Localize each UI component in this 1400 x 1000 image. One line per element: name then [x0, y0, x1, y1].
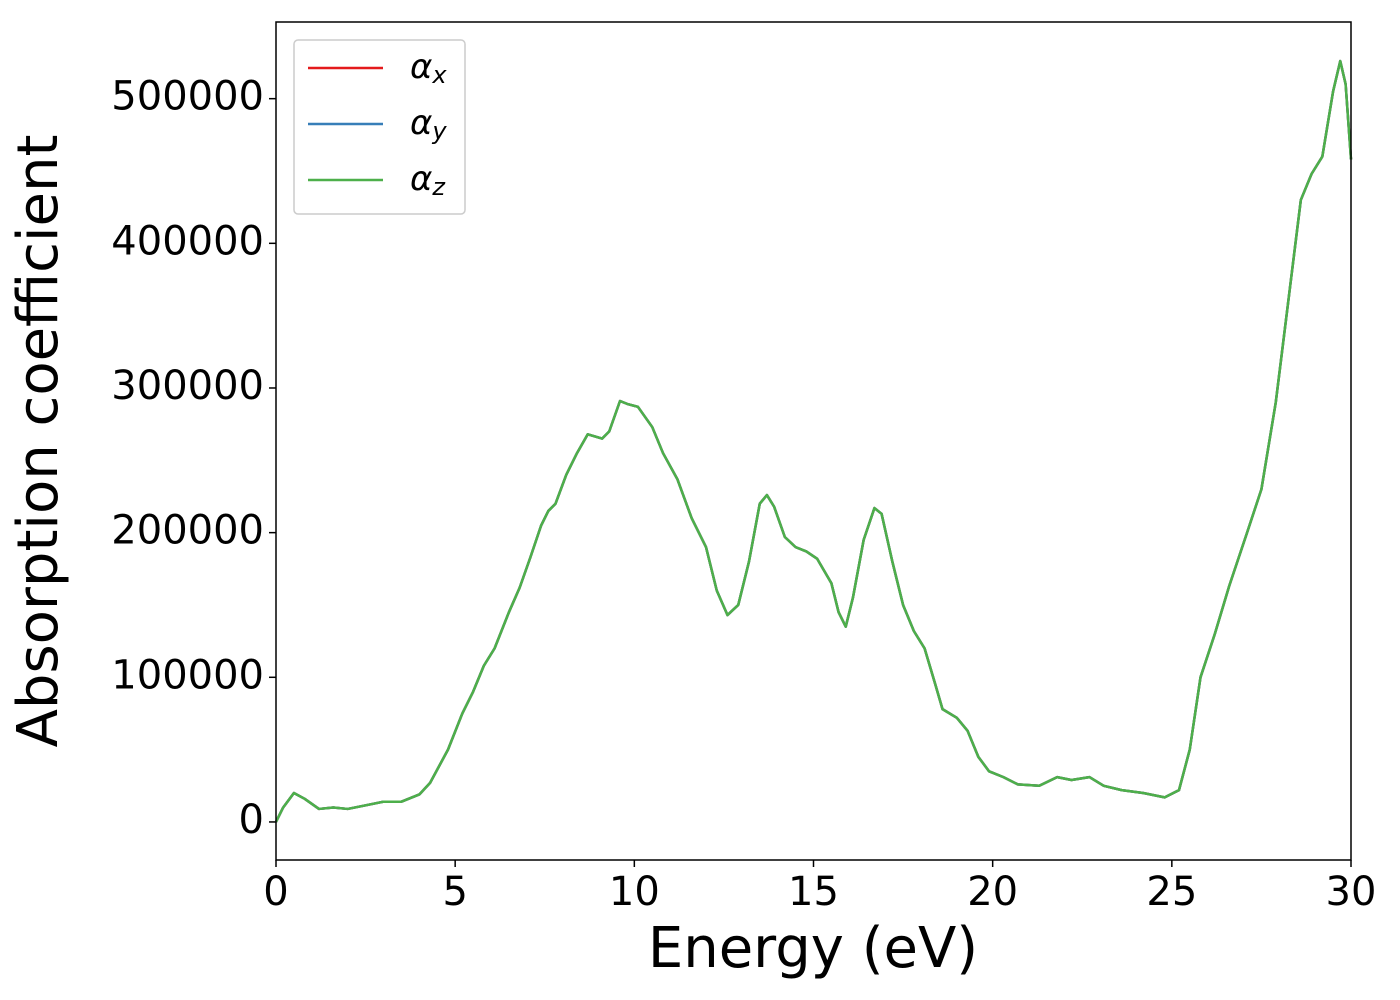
data-line [274, 59, 1353, 823]
y-tick-label: 200000 [111, 508, 264, 554]
x-tick-label: 5 [442, 869, 467, 915]
legend-label: αy [410, 103, 447, 146]
legend-label: αx [410, 47, 447, 90]
y-tick-label: 300000 [111, 363, 264, 409]
y-tick-label: 0 [239, 797, 264, 843]
x-tick-label: 20 [967, 869, 1018, 915]
y-axis-label: Absorption coefficient [6, 135, 71, 748]
x-tick-label: 0 [263, 869, 288, 915]
x-axis-label: Energy (eV) [648, 916, 978, 981]
y-tick-label: 500000 [111, 74, 264, 120]
y-tick-label: 100000 [111, 652, 264, 698]
y-tick-label: 400000 [111, 218, 264, 264]
x-tick-label: 15 [788, 869, 839, 915]
legend-box [293, 39, 466, 215]
plot-frame [275, 21, 1352, 861]
x-tick-label: 30 [1326, 869, 1377, 915]
x-tick-label: 25 [1146, 869, 1197, 915]
legend-label: αz [410, 159, 446, 202]
x-tick-label: 10 [609, 869, 660, 915]
